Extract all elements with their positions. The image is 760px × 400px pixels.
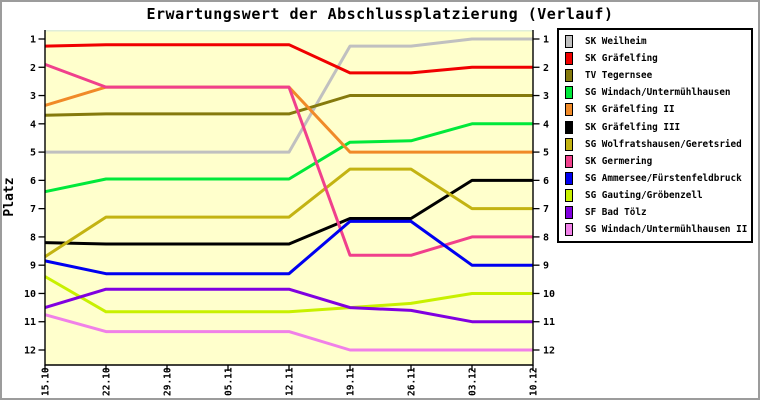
y-tick-label-left: 5 (30, 148, 36, 159)
y-tick-label-left: 10 (24, 289, 36, 300)
legend-color-swatch (565, 223, 573, 237)
legend-item: SK Weilheim (559, 33, 751, 50)
series-line-9 (44, 275, 533, 314)
y-axis-label: Platz (2, 177, 17, 217)
legend-item: SK Germering (559, 153, 751, 170)
legend-label: SK Weilheim (585, 36, 647, 48)
legend-label: SK Germering (585, 155, 653, 167)
legend-color-swatch (565, 120, 573, 134)
legend-label: SG Windach/Untermühlhausen II (585, 224, 748, 236)
legend-color-swatch (565, 205, 573, 219)
legend-item: SK Gräfelfing III (559, 118, 751, 135)
y-tick-label-right: 12 (543, 346, 555, 357)
x-tick-label: 10.12 (529, 367, 540, 396)
y-tick-label-left: 11 (24, 317, 36, 328)
x-tick-label: 03.12 (468, 367, 479, 396)
series-line-3 (44, 122, 533, 194)
legend-item: SK Gräfelfing (559, 50, 751, 67)
y-tick-label-right: 9 (543, 261, 549, 272)
legend-label: SK Gräfelfing (585, 53, 658, 65)
legend-item: SF Bad Tölz (559, 204, 751, 221)
plot-area (45, 30, 533, 365)
y-tick-label-right: 4 (543, 119, 549, 130)
series-line-2 (44, 94, 533, 117)
legend-item: SG Windach/Untermühlhausen II (559, 221, 751, 238)
series-line-10 (44, 287, 533, 324)
y-tick-label-right: 11 (543, 317, 555, 328)
series-line-7 (44, 62, 533, 257)
series-line-0 (45, 37, 533, 154)
series-line-1 (44, 43, 533, 75)
legend-item: SG Wolfratshausen/Geretsried (559, 136, 751, 153)
y-tick-label-left: 6 (30, 176, 36, 187)
y-tick-label-left: 8 (30, 232, 36, 243)
legend-item: SG Gauting/Gröbenzell (559, 187, 751, 204)
x-tick-label: 12.11 (285, 367, 296, 396)
x-tick-label: 19.11 (346, 367, 357, 396)
y-tick-label-right: 5 (543, 148, 549, 159)
y-tick-label-left: 3 (30, 91, 36, 102)
y-tick-label-left: 1 (30, 35, 36, 46)
legend-color-swatch (565, 154, 573, 168)
x-tick-label: 15.10 (41, 367, 52, 396)
legend-color-swatch (565, 35, 573, 49)
y-tick-label-left: 9 (30, 261, 36, 272)
y-tick-label-right: 1 (543, 35, 549, 46)
x-tick-label: 26.11 (407, 367, 418, 396)
legend-item: SK Gräfelfing II (559, 101, 751, 118)
legend-item: SG Windach/Untermühlhausen (559, 84, 751, 101)
legend-item: TV Tegernsee (559, 67, 751, 84)
y-tick-label-left: 12 (24, 346, 36, 357)
legend-label: SK Gräfelfing III (585, 121, 681, 133)
y-tick-label-right: 3 (543, 91, 549, 102)
y-tick-label-left: 4 (30, 119, 36, 130)
legend-label: TV Tegernsee (585, 70, 653, 82)
y-tick-label-right: 10 (543, 289, 555, 300)
y-tick-label-right: 6 (543, 176, 549, 187)
series-line-8 (44, 219, 533, 276)
series-line-11 (44, 313, 533, 352)
legend-color-swatch (565, 52, 573, 66)
legend-color-swatch (565, 86, 573, 100)
chart-title: Erwartungswert der Abschlussplatzierung … (146, 5, 614, 23)
legend-label: SG Ammersee/Fürstenfeldbruck (585, 172, 742, 184)
y-tick-label-right: 8 (543, 232, 549, 243)
legend-color-swatch (565, 137, 573, 151)
x-tick-label: 05.11 (224, 367, 235, 396)
x-tick-label: 29.10 (163, 367, 174, 396)
legend-color-swatch (565, 69, 573, 83)
legend-color-swatch (565, 103, 573, 117)
y-tick-label-left: 2 (30, 63, 36, 74)
series-line-5 (44, 178, 533, 246)
x-tick-label: 22.10 (102, 367, 113, 396)
series-line-6 (44, 167, 533, 258)
y-tick-label-right: 2 (543, 63, 549, 74)
legend-label: SK Gräfelfing II (585, 104, 675, 116)
legend-label: SG Gauting/Gröbenzell (585, 189, 703, 201)
legend-color-swatch (565, 171, 573, 185)
legend-box: SK Weilheim SK Gräfelfing TV Tegernsee SG W… (557, 28, 753, 243)
legend-item: SG Ammersee/Fürstenfeldbruck (559, 170, 751, 187)
legend-label: SF Bad Tölz (585, 206, 647, 218)
y-tick-label-left: 7 (30, 204, 36, 215)
y-tick-label-right: 7 (543, 204, 549, 215)
legend-label: SG Wolfratshausen/Geretsried (585, 138, 742, 150)
legend-label: SG Windach/Untermühlhausen (585, 87, 731, 99)
legend-color-swatch (565, 188, 573, 202)
